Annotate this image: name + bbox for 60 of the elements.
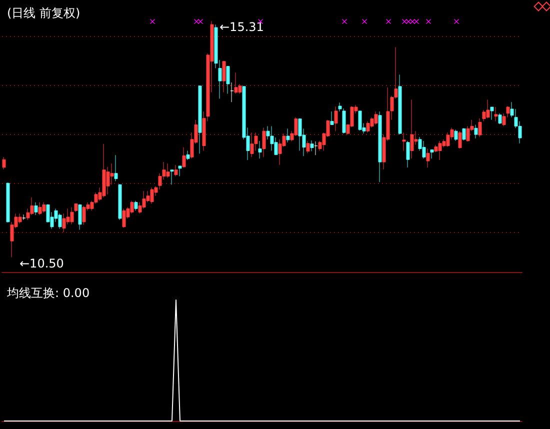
candlestick: [426, 148, 430, 168]
candlestick: [366, 121, 370, 133]
candlestick: [182, 147, 186, 168]
candlestick: [198, 85, 202, 154]
candlestick: [478, 118, 482, 138]
candlestick: [454, 129, 458, 142]
text: (日线 前复权): [7, 6, 80, 20]
candlestick: [166, 163, 170, 178]
candlestick: [102, 144, 106, 198]
candlestick: [122, 208, 126, 228]
candlestick: [70, 206, 74, 225]
candlestick: [234, 72, 238, 94]
candlestick: [78, 204, 82, 230]
candlestick: [178, 166, 182, 177]
candlestick: [374, 111, 378, 125]
candlestick: [410, 99, 414, 159]
candlestick: [150, 187, 154, 204]
candlestick: [462, 128, 466, 141]
candlestick: [494, 106, 498, 122]
candlestick: [498, 113, 502, 124]
candlestick: [250, 132, 254, 158]
candlestick: [402, 132, 406, 151]
annotation: ←15.31: [220, 20, 264, 34]
candlestick: [74, 204, 78, 212]
candlestick: [258, 140, 262, 159]
candlestick: [186, 150, 190, 160]
candlestick: [310, 140, 314, 152]
candlestick: [398, 74, 402, 135]
candlestick: [430, 149, 434, 159]
candlestick: [6, 182, 10, 223]
candlestick: [438, 140, 442, 160]
candlestick: [38, 202, 42, 216]
candlestick: [486, 99, 490, 119]
candlestick: [262, 127, 266, 158]
candlestick: [422, 140, 426, 159]
candlestick: [358, 110, 362, 131]
candlestick: [334, 106, 338, 132]
candlestick: [34, 202, 38, 216]
candlestick: [170, 170, 174, 185]
candlestick: [42, 202, 46, 213]
candlestick: [270, 126, 274, 151]
chart-title: 均线互换: 0.00: [6, 286, 90, 300]
candlestick: [406, 140, 410, 168]
candlestick: [22, 214, 26, 220]
candlestick: [474, 124, 478, 139]
annotation: ←10.50: [20, 256, 64, 270]
candlestick: [306, 140, 310, 154]
candlestick: [286, 128, 290, 143]
candlestick: [458, 130, 462, 150]
candlestick: [134, 200, 138, 211]
candlestick: [82, 205, 86, 226]
candlestick: [378, 111, 382, 182]
candlestick: [2, 156, 6, 170]
candlestick: [118, 184, 122, 220]
candlestick: [114, 154, 118, 182]
candlestick: [490, 106, 494, 120]
candlestick: [330, 111, 334, 125]
candlestick: [226, 66, 230, 94]
candlestick: [222, 61, 226, 93]
candlestick: [174, 164, 178, 177]
